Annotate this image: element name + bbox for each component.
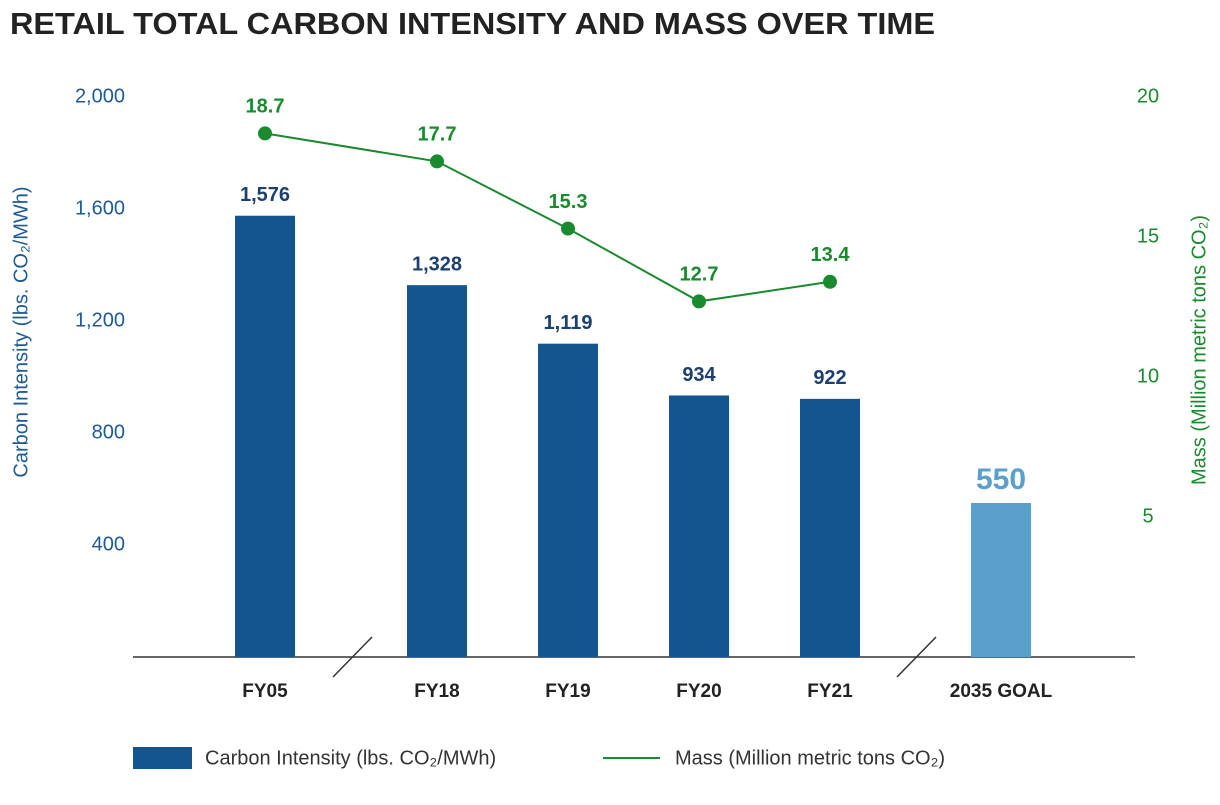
x-tick-label: 2035 GOAL bbox=[950, 681, 1053, 702]
axis-break bbox=[332, 636, 373, 678]
y-tick-label: 400 bbox=[92, 533, 125, 555]
x-tick-label: FY20 bbox=[676, 681, 721, 702]
bar bbox=[235, 215, 295, 657]
bar bbox=[669, 395, 729, 657]
bar bbox=[407, 285, 467, 657]
value-label: 17.7 bbox=[418, 124, 457, 146]
line-point bbox=[430, 154, 444, 169]
value-label: 550 bbox=[976, 463, 1026, 496]
value-label: 1,328 bbox=[412, 253, 462, 275]
legend-swatch bbox=[133, 747, 192, 769]
axis-break bbox=[896, 636, 937, 678]
bar bbox=[538, 343, 598, 657]
x-tick-label: FY18 bbox=[414, 681, 459, 702]
y-tick-label: 1,600 bbox=[75, 197, 125, 219]
y2-tick-label: 5 bbox=[1142, 505, 1153, 527]
value-label: 15.3 bbox=[549, 191, 588, 213]
x-tick-label: FY19 bbox=[545, 681, 590, 702]
line bbox=[264, 132, 831, 303]
y-axis-label: Carbon Intensity (lbs. CO₂/MWh) bbox=[10, 186, 32, 477]
line-point bbox=[823, 274, 837, 289]
value-label: 12.7 bbox=[680, 264, 719, 286]
legend-label: Mass (Million metric tons CO₂) bbox=[675, 747, 945, 769]
chart-title: RETAIL TOTAL CARBON INTENSITY AND MASS O… bbox=[10, 6, 935, 41]
value-label: 1,119 bbox=[544, 312, 593, 334]
y2-tick-label: 15 bbox=[1137, 225, 1159, 247]
line-point bbox=[561, 221, 575, 236]
y2-tick-label: 20 bbox=[1137, 85, 1159, 107]
y2-axis-label: Mass (Million metric tons CO₂) bbox=[1188, 215, 1210, 485]
x-tick-label: FY21 bbox=[807, 681, 853, 702]
y-tick-label: 2,000 bbox=[75, 85, 125, 107]
y-tick-label: 1,200 bbox=[75, 309, 125, 331]
value-label: 934 bbox=[682, 364, 716, 386]
line-point bbox=[258, 126, 272, 141]
bar bbox=[971, 503, 1031, 657]
value-label: 1,576 bbox=[240, 184, 290, 206]
y2-tick-label: 10 bbox=[1137, 365, 1159, 387]
y-tick-label: 800 bbox=[92, 421, 125, 443]
line-point bbox=[692, 294, 706, 309]
value-label: 922 bbox=[813, 367, 846, 389]
legend-label: Carbon Intensity (lbs. CO₂/MWh) bbox=[205, 747, 496, 769]
value-label: 18.7 bbox=[246, 96, 285, 118]
value-label: 13.4 bbox=[811, 244, 851, 266]
bar bbox=[800, 398, 860, 657]
x-tick-label: FY05 bbox=[242, 681, 288, 702]
